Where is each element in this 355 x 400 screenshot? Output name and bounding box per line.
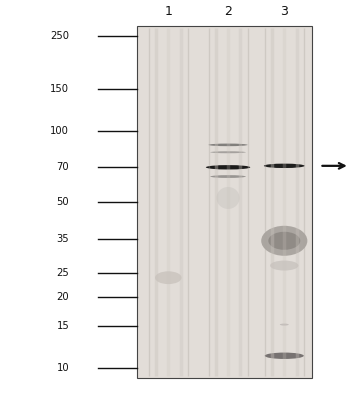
- Bar: [137, 26, 312, 378]
- Ellipse shape: [264, 164, 305, 168]
- Text: 250: 250: [50, 31, 69, 41]
- Text: 1: 1: [164, 5, 172, 18]
- Text: 100: 100: [50, 126, 69, 136]
- Ellipse shape: [261, 226, 307, 256]
- Text: 50: 50: [56, 197, 69, 207]
- Ellipse shape: [206, 165, 250, 170]
- Text: 15: 15: [56, 321, 69, 331]
- Text: 25: 25: [56, 268, 69, 278]
- Text: 35: 35: [56, 234, 69, 244]
- Text: 70: 70: [56, 162, 69, 172]
- Ellipse shape: [208, 144, 247, 146]
- Ellipse shape: [217, 187, 240, 209]
- Ellipse shape: [270, 260, 299, 270]
- Text: 2: 2: [224, 5, 232, 18]
- Ellipse shape: [210, 151, 246, 153]
- Ellipse shape: [268, 232, 300, 250]
- Text: 10: 10: [56, 363, 69, 373]
- Ellipse shape: [155, 271, 182, 284]
- Text: 150: 150: [50, 84, 69, 94]
- Ellipse shape: [280, 324, 289, 326]
- Text: 20: 20: [56, 292, 69, 302]
- Ellipse shape: [265, 352, 304, 359]
- Ellipse shape: [210, 175, 246, 178]
- Text: 3: 3: [280, 5, 288, 18]
